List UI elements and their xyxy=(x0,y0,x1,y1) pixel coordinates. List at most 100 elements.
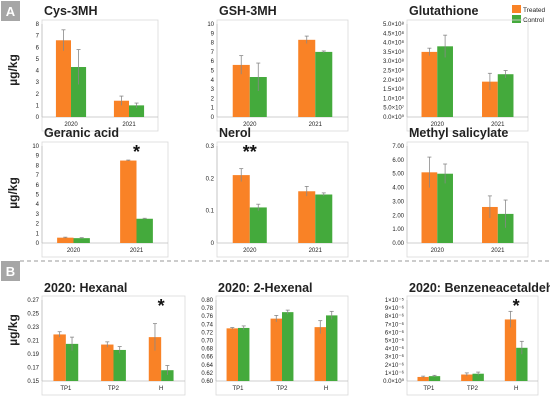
bar-treated-2020 xyxy=(232,175,250,243)
bar-treated-TP1 xyxy=(417,376,429,381)
bar-control-2020 xyxy=(249,77,267,117)
y-tick-label: 4.0×10⁸ xyxy=(383,40,405,47)
y-tick-label: 5.00 xyxy=(392,172,404,178)
bar-treated-TP2 xyxy=(101,344,114,381)
y-tick-label: 2 xyxy=(211,96,215,102)
y-axis-label-row2: µg/kg xyxy=(6,177,20,209)
y-tick-label: 8 xyxy=(36,163,40,169)
x-tick-label: 2020 xyxy=(243,248,257,254)
bar-treated-2020 xyxy=(57,237,74,243)
y-tick-label: 8 xyxy=(36,22,40,28)
y-tick-label: 0.0×10⁰ xyxy=(383,378,405,385)
y-tick-label: 0 xyxy=(211,115,215,121)
y-tick-label: 0.64 xyxy=(201,363,213,369)
y-tick-label: 0.21 xyxy=(27,339,39,345)
y-tick-label: 0.60 xyxy=(201,379,213,385)
y-tick-label: 3 xyxy=(211,87,215,93)
x-tick-label: 2021 xyxy=(491,122,505,128)
y-tick-label: 6×10⁻⁶ xyxy=(385,329,405,336)
bar-treated-2020 xyxy=(232,64,250,117)
bar-control-H xyxy=(326,315,338,381)
y-tick-label: 6 xyxy=(211,59,215,65)
x-tick-label: TP1 xyxy=(232,386,244,392)
y-tick-label: 6.00 xyxy=(392,158,404,164)
y-tick-label: 0.23 xyxy=(27,325,39,331)
bar-treated-2021 xyxy=(113,100,129,117)
chart-title: 2020: 2-Hexenal xyxy=(218,281,313,295)
legend-label-control: Control xyxy=(523,17,545,24)
x-tick-label: 2020 xyxy=(64,122,78,128)
y-tick-label: 8×10⁻⁶ xyxy=(385,313,405,320)
chart-panel-5: Methyl salicylate 0.00 1.00 2.00 3.00 4.00 5.0… xyxy=(392,126,529,258)
bar-treated-TP2 xyxy=(270,318,282,381)
y-tick-label: 0.76 xyxy=(201,314,213,320)
chart-panels: Cys-3MH 0 1 2 3 4 5 6 7 8 2020 2021 GSH-3MH 0 1 2 3 4 5 6 7 8… xyxy=(27,4,550,396)
y-tick-label: 9 xyxy=(36,154,40,160)
chart-panel-2: Glutathione 0.0×10⁰ 5.0×10⁷ 1.0×10⁸ 1.5×10⁸ 2… xyxy=(383,4,529,132)
x-tick-label: 2020 xyxy=(243,122,257,128)
y-tick-label: 1.00 xyxy=(392,227,404,233)
x-tick-label: 2020 xyxy=(67,248,81,254)
y-tick-label: 3 xyxy=(36,80,40,86)
y-tick-label: 9 xyxy=(211,31,215,37)
y-tick-label: 0 xyxy=(36,115,40,121)
y-tick-label: 5 xyxy=(36,193,40,199)
chart-panel-7: 2020: 2-Hexenal 0.60 0.62 0.64 0.66 0.68 0.70 0… xyxy=(201,281,349,396)
bar-treated-2021 xyxy=(482,81,498,117)
bar-treated-2021 xyxy=(298,39,316,118)
legend-swatch-control xyxy=(512,15,521,23)
bar-control-2020 xyxy=(437,46,453,117)
y-tick-label: 3×10⁻⁶ xyxy=(385,354,405,361)
y-tick-label: 1.5×10⁸ xyxy=(383,86,405,93)
y-tick-label: 2.0×10⁸ xyxy=(383,77,405,84)
chart-title: Methyl salicylate xyxy=(409,126,508,140)
y-tick-label: 2.00 xyxy=(392,213,404,219)
y-tick-label: 1×10⁻⁵ xyxy=(385,297,405,304)
x-tick-label: TP2 xyxy=(467,386,479,392)
bar-control-2021 xyxy=(136,218,153,243)
chart-panel-6: 2020: Hexanal 0.15 0.17 0.19 0.21 0.23 0.25 0.2… xyxy=(27,281,186,396)
x-tick-label: 2021 xyxy=(309,248,323,254)
y-tick-label: 1.0×10⁸ xyxy=(383,95,405,102)
x-tick-label: H xyxy=(159,386,163,392)
x-tick-label: 2021 xyxy=(130,248,144,254)
y-tick-label: 5 xyxy=(36,57,40,63)
y-tick-label: 0.1 xyxy=(206,209,215,215)
y-tick-label: 6 xyxy=(36,45,40,51)
y-tick-label: 10 xyxy=(207,22,214,28)
chart-panel-4: Nerol 0 0.1 0.2 0.3 2020 ** 2021 xyxy=(206,126,349,258)
x-tick-label: H xyxy=(514,386,518,392)
chart-title: Geranic acid xyxy=(44,126,119,140)
bar-control-H xyxy=(161,370,174,381)
chart-title: Nerol xyxy=(219,126,251,140)
x-tick-label: 2021 xyxy=(491,248,505,254)
legend-swatch-treated xyxy=(512,5,521,13)
y-tick-label: 4 xyxy=(36,202,40,208)
bar-treated-2020 xyxy=(421,172,438,243)
bar-treated-2021 xyxy=(298,191,316,243)
y-tick-label: 1 xyxy=(36,231,40,237)
bar-treated-H xyxy=(148,337,162,381)
bar-control-TP1 xyxy=(65,343,79,381)
chart-panel-8: 2020: Benzeneacetaldehyde 0.0×10⁰1×10⁻⁶2×… xyxy=(383,281,550,396)
y-tick-label: 1 xyxy=(36,103,40,109)
significance-marker: * xyxy=(158,296,165,316)
y-tick-label: 4 xyxy=(36,69,40,75)
y-tick-label: 7×10⁻⁶ xyxy=(385,321,405,328)
bar-treated-TP2 xyxy=(461,374,473,381)
bar-control-2020 xyxy=(437,173,453,243)
x-tick-label: TP2 xyxy=(276,386,288,392)
y-tick-label: 5×10⁻⁶ xyxy=(385,338,405,345)
bar-treated-2021 xyxy=(120,160,137,243)
y-tick-label: 6 xyxy=(36,183,40,189)
legend: Treated Control xyxy=(512,5,546,24)
y-tick-label: 3 xyxy=(36,212,40,218)
y-tick-label: 0.3 xyxy=(206,144,215,150)
y-tick-label: 3.5×10⁸ xyxy=(383,49,405,56)
bar-control-2021 xyxy=(497,74,514,117)
chart-panel-1: GSH-3MH 0 1 2 3 4 5 6 7 8 9 10 2020 2021 xyxy=(207,4,349,132)
y-tick-label: 1×10⁻⁶ xyxy=(385,370,405,377)
x-tick-label: TP1 xyxy=(423,386,435,392)
y-tick-label: 0.17 xyxy=(27,366,39,372)
bar-control-2021 xyxy=(129,105,145,117)
